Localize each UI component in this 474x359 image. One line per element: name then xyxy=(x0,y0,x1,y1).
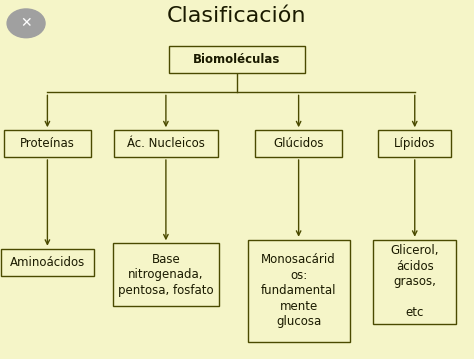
Text: Ác. Nucleicos: Ác. Nucleicos xyxy=(127,137,205,150)
Text: Biomoléculas: Biomoléculas xyxy=(193,53,281,66)
FancyBboxPatch shape xyxy=(114,130,218,157)
FancyBboxPatch shape xyxy=(255,130,342,157)
Text: Monosacárid
os:
fundamental
mente
glucosa: Monosacárid os: fundamental mente glucos… xyxy=(261,253,337,328)
FancyBboxPatch shape xyxy=(378,130,451,157)
Circle shape xyxy=(7,9,45,38)
FancyBboxPatch shape xyxy=(1,248,94,276)
FancyBboxPatch shape xyxy=(4,130,91,157)
Text: Glúcidos: Glúcidos xyxy=(273,137,324,150)
Text: Proteínas: Proteínas xyxy=(20,137,75,150)
Text: Base
nitrogenada,
pentosa, fosfato: Base nitrogenada, pentosa, fosfato xyxy=(118,253,214,297)
FancyBboxPatch shape xyxy=(373,240,456,324)
Text: Lípidos: Lípidos xyxy=(394,137,436,150)
Text: Clasificación: Clasificación xyxy=(167,6,307,26)
FancyBboxPatch shape xyxy=(170,46,304,73)
Text: Glicerol,
ácidos
grasos,

etc: Glicerol, ácidos grasos, etc xyxy=(391,244,439,319)
Text: Aminoácidos: Aminoácidos xyxy=(10,256,85,269)
FancyBboxPatch shape xyxy=(247,240,349,342)
FancyBboxPatch shape xyxy=(112,243,219,306)
Text: ✕: ✕ xyxy=(20,17,32,30)
